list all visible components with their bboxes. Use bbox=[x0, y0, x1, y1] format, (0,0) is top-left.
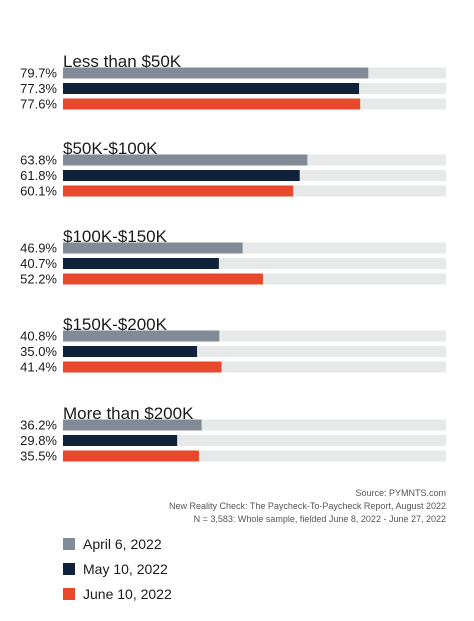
legend-label: June 10, 2022 bbox=[83, 586, 172, 602]
group-title: $150K-$200K bbox=[63, 315, 168, 334]
legend-label: April 6, 2022 bbox=[83, 536, 162, 552]
bar bbox=[63, 67, 369, 79]
bar bbox=[63, 330, 220, 342]
bar bbox=[63, 361, 222, 373]
bar-group: Less than $50K 79.7%77.3%77.6% bbox=[20, 52, 446, 112]
data-label: 36.2% bbox=[20, 418, 57, 433]
data-label: 35.0% bbox=[20, 344, 57, 359]
bar bbox=[63, 450, 199, 462]
source-line-1: Source: PYMNTS.com bbox=[355, 488, 446, 498]
bar-track bbox=[63, 450, 446, 462]
source-line-3: N = 3,583: Whole sample, fielded June 8,… bbox=[194, 514, 446, 524]
bar bbox=[63, 346, 198, 357]
bar-track bbox=[63, 330, 446, 342]
data-label: 40.8% bbox=[20, 329, 57, 344]
bar bbox=[63, 258, 219, 269]
group-title: $100K-$150K bbox=[63, 227, 168, 246]
legend-swatch bbox=[63, 563, 75, 575]
bar bbox=[63, 185, 294, 197]
bar bbox=[63, 98, 361, 110]
data-label: 40.7% bbox=[20, 256, 57, 271]
data-label: 52.2% bbox=[20, 272, 57, 287]
bar bbox=[63, 242, 243, 254]
bar-track bbox=[63, 258, 446, 269]
group-title: More than $200K bbox=[63, 404, 194, 423]
data-label: 63.8% bbox=[20, 153, 57, 168]
bar-track bbox=[63, 346, 446, 357]
group-title: Less than $50K bbox=[63, 52, 182, 71]
data-label: 77.3% bbox=[20, 81, 57, 96]
legend-swatch bbox=[63, 538, 75, 550]
data-label: 60.1% bbox=[20, 184, 57, 199]
data-label: 41.4% bbox=[20, 360, 57, 375]
bar-track bbox=[63, 242, 446, 254]
bar-group: $150K-$200K 40.8%35.0%41.4% bbox=[20, 315, 446, 375]
legend: April 6, 2022 May 10, 2022 June 10, 2022 bbox=[63, 536, 172, 602]
data-label: 77.6% bbox=[20, 97, 57, 112]
source-line-2: New Reality Check: The Paycheck-To-Paych… bbox=[169, 501, 446, 511]
legend-label: May 10, 2022 bbox=[83, 561, 168, 577]
data-label: 46.9% bbox=[20, 241, 57, 256]
data-label: 29.8% bbox=[20, 433, 57, 448]
group-title: $50K-$100K bbox=[63, 139, 158, 158]
bar bbox=[63, 273, 263, 285]
bar-group: More than $200K 36.2%29.8%35.5% bbox=[20, 404, 446, 464]
bar-group: $100K-$150K 46.9%40.7%52.2% bbox=[20, 227, 446, 287]
bar-group: $50K-$100K 63.8%61.8%60.1% bbox=[20, 139, 446, 199]
bar bbox=[63, 170, 300, 181]
bar bbox=[63, 419, 202, 431]
bar bbox=[63, 83, 360, 94]
legend-swatch bbox=[63, 588, 75, 600]
bar-track bbox=[63, 361, 446, 373]
data-label: 35.5% bbox=[20, 449, 57, 464]
bar bbox=[63, 154, 308, 166]
data-label: 79.7% bbox=[20, 66, 57, 81]
data-label: 61.8% bbox=[20, 168, 57, 183]
bar-track bbox=[63, 419, 446, 431]
bar-track bbox=[63, 435, 446, 446]
bar bbox=[63, 435, 178, 446]
